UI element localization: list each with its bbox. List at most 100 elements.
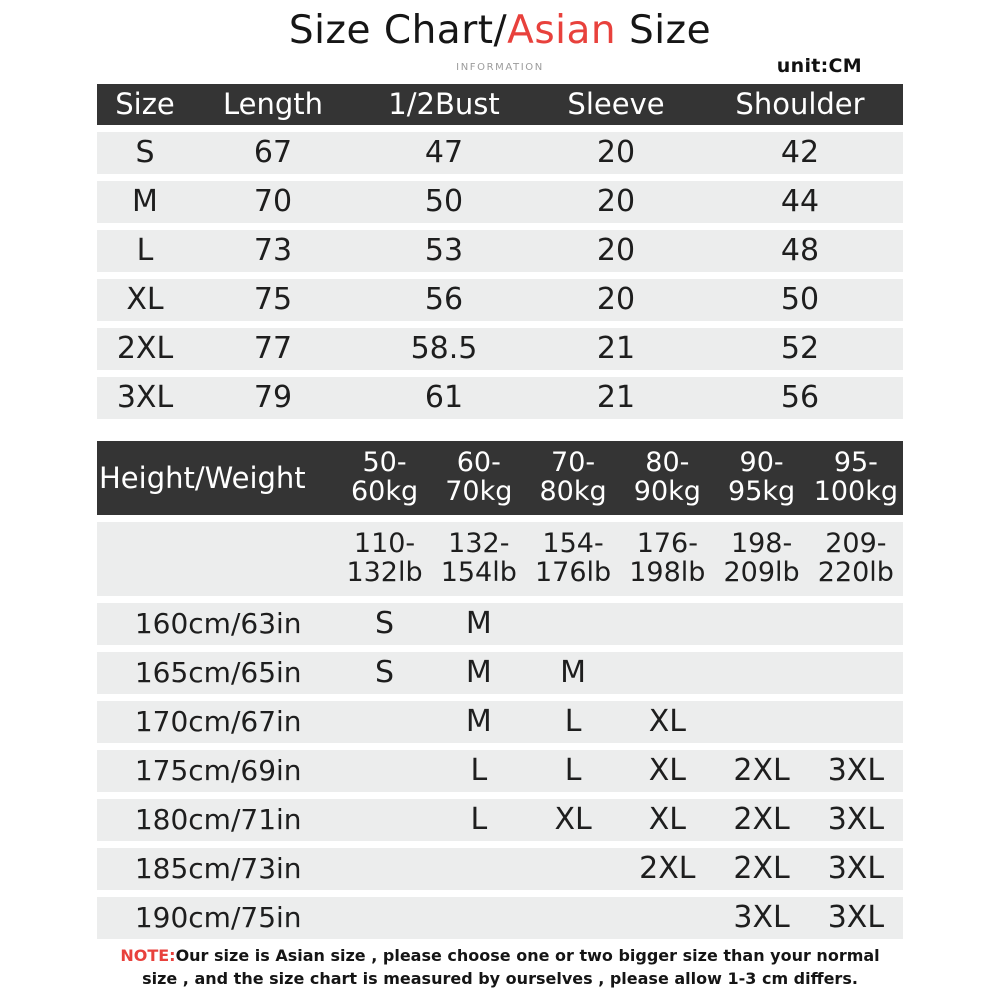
cell-sleeve: 20 [596,233,636,268]
cell-size-rec: 3XL [827,851,885,886]
cell-weight-lb-3: 154- 176lb [534,528,612,588]
cell-size: XL [126,282,164,317]
cell-size-rec: S [375,606,395,641]
cell-length: 75 [253,282,293,317]
cell-sleeve: 20 [596,282,636,317]
row-label-height: 185cm/73in [134,852,302,885]
cell-bust: 53 [424,233,464,268]
cell-size-rec: 3XL [733,900,790,935]
cell-weight-lb-2: 132- 154lb [440,528,517,588]
cell-shoulder: 42 [780,135,820,170]
table-row-pounds: 110- 132lb 132- 154lb 154- 176lb 176- 19… [97,522,903,596]
table-row: S 67 47 20 42 [97,132,903,174]
cell-length: 70 [253,184,293,219]
row-label-height: 190cm/75in [134,901,302,934]
note-line-2: size , and the size chart is measured by… [142,969,858,989]
cell-size-rec: 3XL [827,802,885,837]
column-header-size: Size [115,87,175,121]
cell-size: 3XL [116,380,174,415]
cell-size-rec: 2XL [733,802,790,837]
table-row: 185cm/73in 2XL 2XL 3XL [97,848,903,890]
cell-weight-lb-4: 176- 198lb [629,528,706,588]
table-row: L 73 53 20 48 [97,230,903,272]
cell-length: 77 [253,331,293,366]
cell-sleeve: 20 [596,135,636,170]
column-header-length: Length [222,87,324,121]
cell-bust: 50 [424,184,464,219]
title-plain-start: Size Chart/ [288,8,508,53]
garment-measurement-table: Size Length 1/2Bust Sleeve Shoulder S 67… [97,84,903,419]
table-row: 170cm/67in M L XL [97,701,903,743]
row-label-height: 175cm/69in [134,754,302,787]
note-prefix: NOTE: [120,946,176,965]
table-row: 175cm/69in L L XL 2XL 3XL [97,750,903,792]
cell-sleeve: 21 [596,331,636,366]
column-header-weight-3: 70- 80kg [539,447,607,507]
cell-size-rec: S [375,655,395,690]
cell-size-rec: 3XL [827,753,885,788]
cell-size-rec: XL [648,704,686,739]
column-header-weight-2: 60- 70kg [445,447,513,507]
column-header-weight-4: 80- 90kg [633,447,701,507]
table-row: 190cm/75in 3XL 3XL [97,897,903,939]
note-line-1: Our size is Asian size , please choose o… [175,946,880,965]
column-header-weight-5: 90- 95kg [728,447,796,507]
note-text: NOTE:Our size is Asian size , please cho… [100,944,900,990]
cell-bust: 56 [424,282,464,317]
cell-weight-lb-5: 198- 209lb [723,528,800,588]
cell-sleeve: 20 [596,184,636,219]
table-row: 2XL 77 58.5 21 52 [97,328,903,370]
cell-size-rec: 2XL [639,851,696,886]
cell-weight-lb-1: 110- 132lb [346,528,423,588]
cell-size: 2XL [116,331,174,366]
cell-size: L [136,233,154,268]
page-subtitle: INFORMATION [456,62,544,73]
table-row: 165cm/65in S M M [97,652,903,694]
cell-size-rec: M [465,655,492,690]
height-weight-table: Height/Weight 50- 60kg 60- 70kg 70- 80kg… [97,441,903,939]
cell-size-rec: XL [648,802,686,837]
row-label-height: 165cm/65in [134,656,302,689]
cell-shoulder: 44 [780,184,820,219]
cell-bust: 61 [424,380,464,415]
table-row: 160cm/63in S M [97,603,903,645]
cell-size-rec: XL [648,753,686,788]
table-row: XL 75 56 20 50 [97,279,903,321]
cell-size-rec: 2XL [733,753,790,788]
table-header-row: Height/Weight 50- 60kg 60- 70kg 70- 80kg… [97,441,903,515]
cell-shoulder: 48 [780,233,820,268]
cell-size-rec: L [470,753,488,788]
cell-shoulder: 50 [780,282,820,317]
cell-length: 79 [253,380,293,415]
unit-label: unit:CM [776,55,862,77]
column-header-bust: 1/2Bust [388,87,500,121]
cell-bust: 47 [424,135,464,170]
cell-shoulder: 52 [780,331,820,366]
table-header-row: Size Length 1/2Bust Sleeve Shoulder [97,84,903,125]
title-plain-end: Size [616,8,712,53]
cell-shoulder: 56 [780,380,820,415]
column-header-height-weight: Height/Weight [99,460,306,495]
cell-size-rec: M [465,606,492,641]
cell-size-rec: 2XL [733,851,790,886]
cell-size: S [135,135,155,170]
column-header-shoulder: Shoulder [735,87,865,121]
cell-size-rec: 3XL [827,900,885,935]
cell-length: 73 [253,233,293,268]
column-header-sleeve: Sleeve [567,87,665,121]
cell-length: 67 [253,135,293,170]
row-label-height: 170cm/67in [134,705,302,738]
cell-size-rec: L [564,704,582,739]
title-accent-word: Asian [507,8,617,53]
cell-size-rec: L [470,802,488,837]
table-row: 3XL 79 61 21 56 [97,377,903,419]
cell-weight-lb-6: 209- 220lb [817,528,894,588]
row-label-height: 160cm/63in [134,607,302,640]
column-header-weight-6: 95- 100kg [813,447,899,507]
cell-size-rec: M [465,704,492,739]
column-header-weight-1: 50- 60kg [350,447,419,507]
cell-size-rec: XL [554,802,592,837]
table-row: 180cm/71in L XL XL 2XL 3XL [97,799,903,841]
row-label-height: 180cm/71in [134,803,302,836]
cell-bust: 58.5 [410,331,478,366]
